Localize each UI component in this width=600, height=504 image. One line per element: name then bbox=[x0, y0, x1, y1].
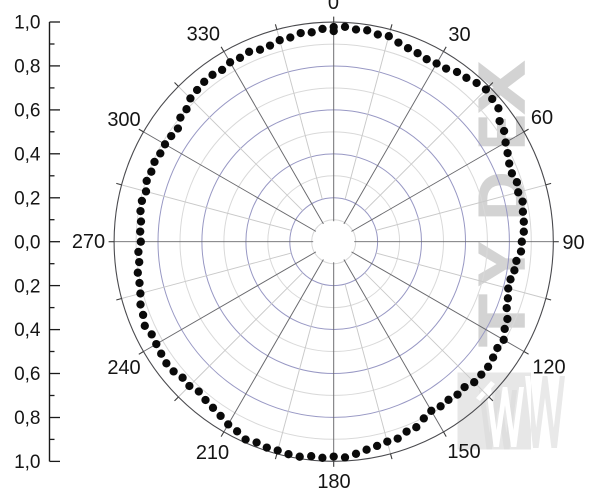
svg-text:0,6: 0,6 bbox=[14, 364, 40, 385]
svg-text:270: 270 bbox=[72, 231, 105, 253]
svg-text:1,0: 1,0 bbox=[14, 13, 40, 34]
svg-text:D: D bbox=[465, 172, 538, 220]
svg-text:0,6: 0,6 bbox=[14, 101, 40, 122]
svg-text:Y: Y bbox=[465, 242, 538, 286]
svg-text:0,8: 0,8 bbox=[14, 408, 40, 429]
svg-text:180: 180 bbox=[317, 471, 350, 493]
svg-text:150: 150 bbox=[447, 441, 480, 463]
svg-text:0: 0 bbox=[328, 0, 339, 14]
svg-text:1,0: 1,0 bbox=[14, 452, 40, 473]
svg-text:0,0: 0,0 bbox=[14, 232, 40, 253]
svg-text:0,8: 0,8 bbox=[14, 57, 40, 78]
svg-text:210: 210 bbox=[196, 442, 229, 464]
svg-text:330: 330 bbox=[187, 24, 220, 46]
svg-text:0,2: 0,2 bbox=[14, 188, 40, 209]
svg-text:X: X bbox=[465, 62, 538, 114]
svg-text:30: 30 bbox=[448, 24, 470, 46]
svg-text:60: 60 bbox=[531, 107, 553, 129]
svg-text:0,2: 0,2 bbox=[14, 276, 40, 297]
svg-text:0,4: 0,4 bbox=[14, 145, 41, 166]
svg-text:120: 120 bbox=[532, 356, 565, 378]
svg-text:240: 240 bbox=[107, 357, 140, 379]
svg-text:0,4: 0,4 bbox=[14, 320, 41, 341]
svg-text:300: 300 bbox=[107, 109, 140, 131]
svg-text:90: 90 bbox=[562, 232, 584, 254]
